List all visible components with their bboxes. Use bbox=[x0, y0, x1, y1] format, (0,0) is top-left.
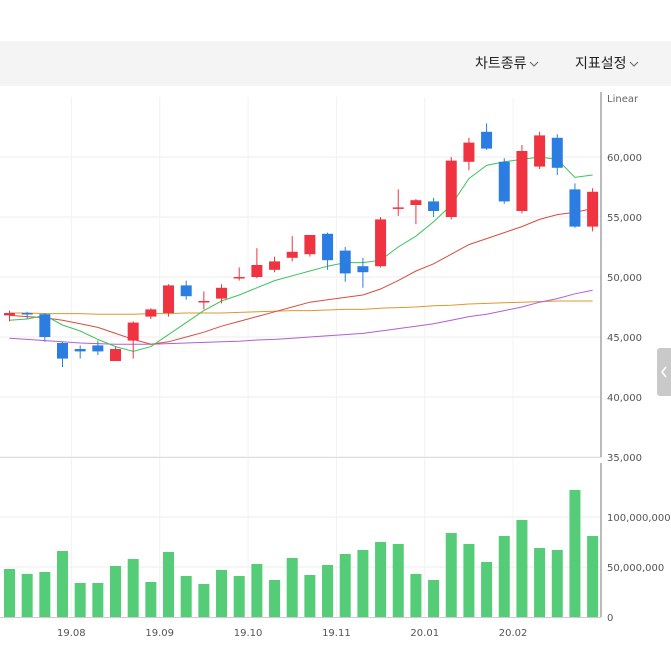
volume-bar[interactable] bbox=[269, 580, 281, 617]
volume-bar[interactable] bbox=[74, 583, 86, 617]
candle-down[interactable] bbox=[481, 131, 493, 149]
candle-down[interactable] bbox=[551, 137, 563, 168]
volume-bar[interactable] bbox=[233, 576, 245, 617]
indicator-settings-label: 지표설정 bbox=[575, 56, 627, 72]
volume-bar[interactable] bbox=[92, 583, 104, 617]
candle-up[interactable] bbox=[410, 200, 422, 205]
chart-type-button[interactable]: 차트종류 bbox=[475, 53, 539, 73]
volume-bar[interactable] bbox=[428, 580, 440, 617]
candle-up[interactable] bbox=[110, 349, 122, 361]
candle-up[interactable] bbox=[251, 265, 263, 277]
scale-mode-label[interactable]: Linear bbox=[607, 94, 639, 105]
candle-up[interactable] bbox=[4, 313, 15, 316]
candle-down[interactable] bbox=[339, 250, 351, 274]
volume-bar[interactable] bbox=[322, 565, 334, 617]
indicator-settings-button[interactable]: 지표설정 bbox=[575, 53, 639, 73]
candle-up[interactable] bbox=[233, 277, 245, 279]
x-tick-label: 20.02 bbox=[499, 628, 528, 639]
candle-up[interactable] bbox=[445, 160, 457, 217]
volume-bar[interactable] bbox=[39, 572, 51, 617]
volume-tick-label: 0 bbox=[607, 613, 613, 624]
volume-bar[interactable] bbox=[163, 552, 175, 617]
volume-tick-label: 50,000,000 bbox=[607, 563, 664, 574]
chevron-left-icon bbox=[660, 366, 667, 378]
candle-up[interactable] bbox=[198, 301, 210, 303]
candle-down[interactable] bbox=[39, 314, 51, 337]
volume-bar[interactable] bbox=[110, 566, 122, 617]
candle-down[interactable] bbox=[92, 345, 104, 352]
candle-down[interactable] bbox=[57, 343, 69, 359]
x-tick-label: 19.11 bbox=[322, 628, 351, 639]
ma20-line bbox=[9, 208, 593, 345]
volume-bar[interactable] bbox=[375, 542, 387, 617]
volume-bar[interactable] bbox=[481, 562, 493, 617]
chart-toolbar: 차트종류 지표설정 bbox=[0, 41, 671, 86]
volume-bar[interactable] bbox=[21, 574, 33, 617]
candle-up[interactable] bbox=[392, 207, 404, 209]
candle-up[interactable] bbox=[145, 309, 157, 317]
candle-down[interactable] bbox=[180, 285, 192, 297]
volume-bar[interactable] bbox=[587, 536, 599, 617]
candle-up[interactable] bbox=[534, 135, 546, 167]
volume-bar[interactable] bbox=[198, 584, 210, 617]
stock-chart: Linear 60,000 55,000 50,000 45,000 40,000 35,0… bbox=[0, 92, 671, 639]
candle-up[interactable] bbox=[127, 322, 139, 341]
panel-collapse-handle[interactable] bbox=[657, 348, 671, 396]
volume-bar[interactable] bbox=[286, 558, 298, 617]
volume-bar[interactable] bbox=[516, 520, 528, 617]
chevron-down-icon bbox=[629, 61, 638, 67]
volume-bar[interactable] bbox=[180, 576, 192, 617]
candle-down[interactable] bbox=[74, 349, 86, 352]
price-tick-label: 60,000 bbox=[607, 153, 642, 164]
candle-up[interactable] bbox=[286, 251, 298, 258]
ma5-line bbox=[9, 156, 593, 352]
volume-bar[interactable] bbox=[445, 533, 457, 617]
volume-bar[interactable] bbox=[127, 559, 139, 617]
candle-up[interactable] bbox=[516, 151, 528, 211]
volume-bar[interactable] bbox=[534, 548, 546, 617]
candle-down[interactable] bbox=[569, 189, 581, 227]
candle-down[interactable] bbox=[357, 266, 369, 273]
price-tick-label: 45,000 bbox=[607, 333, 642, 344]
candle-down[interactable] bbox=[322, 233, 334, 261]
volume-bar[interactable] bbox=[498, 536, 510, 617]
candle-up[interactable] bbox=[375, 219, 387, 267]
candle-up[interactable] bbox=[216, 287, 228, 299]
x-tick-label: 19.08 bbox=[57, 628, 86, 639]
price-tick-label: 35,000 bbox=[607, 453, 642, 464]
ma60-line bbox=[9, 289, 593, 345]
volume-bar[interactable] bbox=[463, 544, 475, 617]
candle-up[interactable] bbox=[163, 285, 175, 313]
volume-bar[interactable] bbox=[551, 550, 563, 617]
volume-bar[interactable] bbox=[339, 554, 351, 617]
x-tick-label: 20.01 bbox=[410, 628, 439, 639]
ma120-line bbox=[9, 300, 593, 315]
chart-type-label: 차트종류 bbox=[475, 56, 527, 72]
price-tick-label: 55,000 bbox=[607, 213, 642, 224]
volume-bar[interactable] bbox=[304, 575, 316, 617]
candle-down[interactable] bbox=[21, 313, 33, 315]
candle-down[interactable] bbox=[428, 201, 440, 211]
candle-up[interactable] bbox=[463, 142, 475, 162]
volume-bar[interactable] bbox=[569, 490, 581, 617]
x-tick-label: 19.09 bbox=[145, 628, 174, 639]
volume-bar[interactable] bbox=[216, 570, 228, 617]
candle-up[interactable] bbox=[269, 261, 281, 270]
volume-bar[interactable] bbox=[410, 574, 422, 617]
volume-bar[interactable] bbox=[392, 544, 404, 617]
price-tick-label: 50,000 bbox=[607, 273, 642, 284]
candle-up[interactable] bbox=[304, 235, 316, 255]
volume-bar[interactable] bbox=[145, 582, 157, 617]
x-tick-label: 19.10 bbox=[234, 628, 263, 639]
chevron-down-icon bbox=[529, 61, 538, 67]
volume-bar[interactable] bbox=[57, 551, 69, 617]
volume-bar[interactable] bbox=[357, 550, 369, 617]
candle-down[interactable] bbox=[498, 161, 510, 202]
volume-bar[interactable] bbox=[4, 569, 15, 617]
price-tick-label: 40,000 bbox=[607, 393, 642, 404]
candle-up[interactable] bbox=[587, 191, 599, 227]
volume-tick-label: 100,000,000 bbox=[607, 513, 671, 524]
volume-bar[interactable] bbox=[251, 564, 263, 617]
